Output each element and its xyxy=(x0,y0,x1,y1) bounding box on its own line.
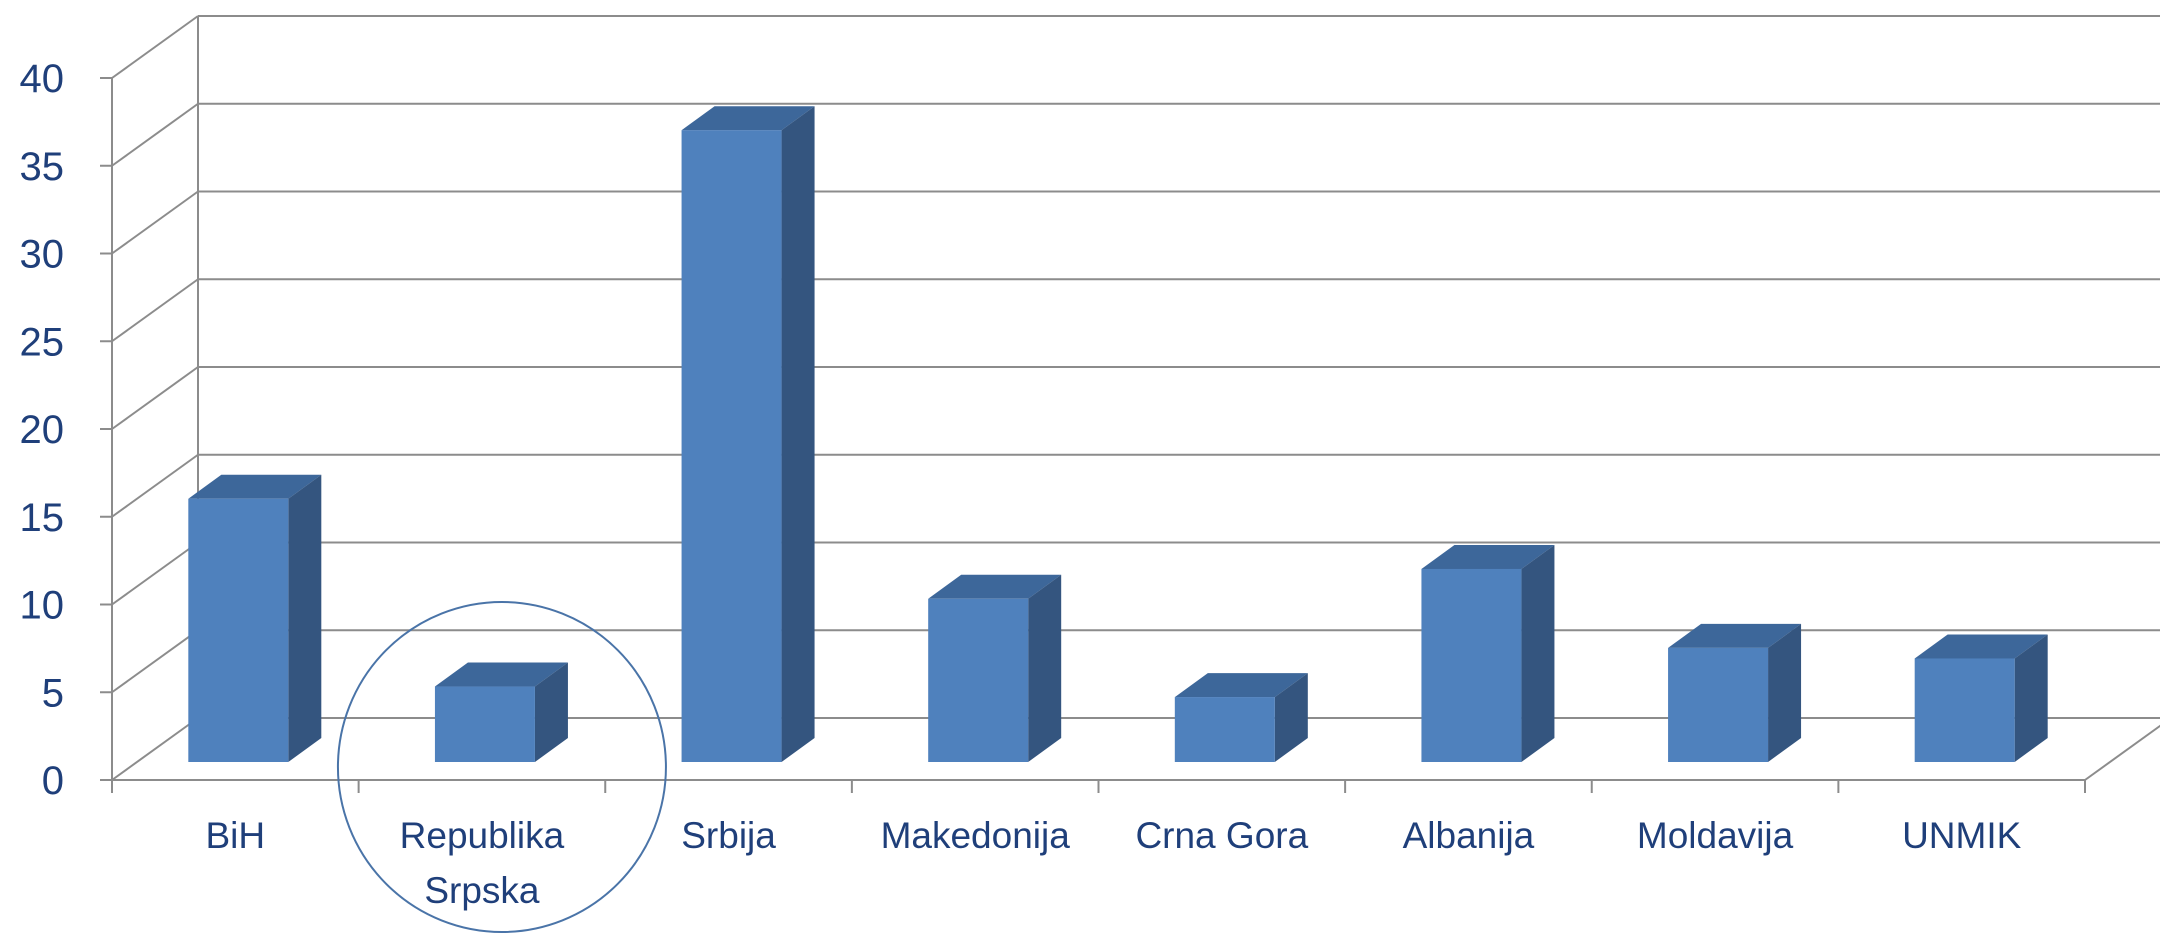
gridline-wall xyxy=(111,15,199,79)
highlight-circle xyxy=(336,601,667,933)
bar-side xyxy=(1274,673,1308,762)
y-tick-label: 20 xyxy=(20,408,65,452)
bar xyxy=(928,598,1029,762)
bar xyxy=(1914,658,2015,762)
bar xyxy=(681,130,782,762)
bar xyxy=(1174,697,1275,762)
bar xyxy=(434,686,535,762)
gridline-wall xyxy=(111,278,199,343)
x-tick-label: Republika xyxy=(400,815,565,856)
gridline-wall xyxy=(111,190,199,255)
bar-top xyxy=(928,574,1062,599)
x-tick-label: Moldavija xyxy=(1637,815,1794,856)
bar-side xyxy=(1768,623,1802,762)
x-tick-label: Albanija xyxy=(1403,815,1535,856)
gridline-wall xyxy=(111,102,199,167)
y-tick-label: 10 xyxy=(20,584,65,628)
x-tick-label: UNMIK xyxy=(1902,815,2022,856)
x-tick-label: Crna Gora xyxy=(1135,815,1308,856)
bar xyxy=(1421,568,1522,762)
axes xyxy=(100,77,2086,793)
bar-side xyxy=(781,106,815,762)
x-tick-label: Srbija xyxy=(681,815,776,856)
labels: 0 5 10 15 20 25 30 35 40 BiH Republika Srpska Srbija… xyxy=(20,57,2022,933)
y-tick-label: 35 xyxy=(20,145,65,189)
gridline-wall xyxy=(111,541,199,606)
gridline-wall xyxy=(111,629,199,694)
gridline-wall xyxy=(111,453,199,518)
x-tick-label: Makedonija xyxy=(881,815,1071,856)
bar-side xyxy=(1521,544,1555,762)
bar-top xyxy=(1421,544,1555,569)
bar-top xyxy=(681,106,815,131)
bar xyxy=(188,498,289,762)
floor-right-edge xyxy=(2084,724,2160,781)
bar-side xyxy=(2014,634,2048,762)
gridline-wall xyxy=(111,366,199,430)
y-tick-label: 5 xyxy=(42,671,64,715)
bars xyxy=(188,106,2048,762)
bar-side xyxy=(1028,574,1062,762)
y-tick-label: 15 xyxy=(20,496,65,540)
bar-side xyxy=(534,662,568,762)
gridline-wall xyxy=(111,717,199,781)
y-tick-label: 25 xyxy=(20,320,65,364)
bar-top xyxy=(1174,673,1308,698)
grid xyxy=(111,15,2160,781)
bar xyxy=(1668,647,1769,762)
x-tick-label: Srpska xyxy=(424,870,540,911)
bar-top xyxy=(1668,623,1802,648)
bar-side xyxy=(288,474,322,762)
y-tick-label: 40 xyxy=(20,57,65,101)
bar-top xyxy=(1914,634,2048,659)
bar-top xyxy=(188,474,322,499)
y-tick-label: 30 xyxy=(20,233,65,277)
y-tick-label: 0 xyxy=(42,759,64,803)
bar-top xyxy=(434,662,568,687)
x-tick-label: BiH xyxy=(206,815,266,856)
